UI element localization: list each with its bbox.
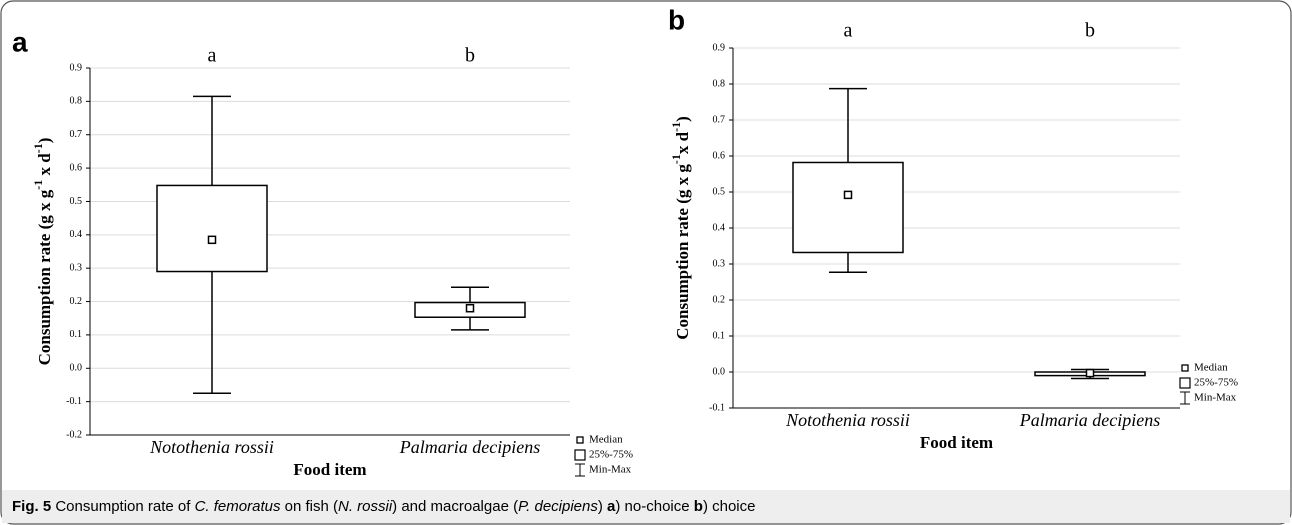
caption-part: on fish (: [280, 498, 338, 515]
y-tick-label: 0.6: [713, 150, 726, 161]
box: [792, 161, 904, 254]
x-tick-label: Notothenia rossii: [785, 410, 910, 430]
group-label: b: [1085, 20, 1095, 42]
panel-label: b: [668, 4, 685, 35]
y-axis-label-part: -1: [669, 122, 683, 132]
legend-median-icon: [576, 436, 584, 444]
y-tick-label: 0.7: [713, 114, 726, 125]
y-axis-label-part: Consumption rate (g x g: [673, 164, 692, 340]
caption-part: b: [694, 498, 703, 515]
legend-label: 25%-75%: [1194, 377, 1238, 389]
y-axis-label: Consumption rate (g x g-1 x d-1): [31, 138, 54, 366]
y-tick-label: 0.1: [70, 329, 83, 340]
caption-part: P. decipiens: [518, 498, 598, 515]
group-label: a: [844, 20, 853, 42]
y-tick-label: 0.4: [713, 222, 726, 233]
x-tick-label: Palmaria decipiens: [1019, 410, 1160, 430]
y-tick-label: -0.1: [709, 402, 725, 413]
legend-box-icon: [1179, 377, 1191, 389]
x-axis-label: Food item: [920, 433, 993, 452]
y-axis-label-part: Consumption rate (g x g: [35, 189, 54, 365]
y-axis-label-part: -1: [31, 143, 45, 153]
legend-label: Median: [589, 434, 623, 446]
y-tick-label: 0.6: [70, 162, 83, 173]
y-tick-label: 0.5: [70, 196, 83, 207]
y-tick-label: 0.8: [70, 96, 83, 107]
legend-label: Min-Max: [1194, 392, 1237, 404]
y-tick-label: 0.8: [713, 78, 726, 89]
y-tick-label: -0.1: [66, 396, 82, 407]
y-tick-label: 0.9: [713, 42, 726, 53]
caption-part: a: [607, 498, 616, 515]
y-tick-label: 0.5: [713, 186, 726, 197]
caption-part: ) choice: [703, 498, 756, 515]
median: [207, 235, 217, 245]
group-label: a: [208, 45, 217, 67]
y-tick-label: 0.3: [713, 258, 726, 269]
y-axis-label-part: -1: [669, 154, 683, 164]
x-axis-label: Food item: [293, 460, 366, 479]
y-tick-label: -0.2: [66, 429, 82, 440]
panel-label: a: [12, 26, 28, 57]
y-tick-label: 0.9: [70, 62, 83, 73]
median: [465, 303, 475, 313]
y-axis-label-part: -1: [31, 180, 45, 190]
y-tick-label: 0.2: [70, 296, 83, 307]
y-axis-label-part: ): [35, 138, 54, 144]
box: [156, 184, 268, 273]
caption-part: C. femoratus: [195, 498, 281, 515]
caption-part: ): [598, 498, 607, 515]
y-axis-label-part: x d: [35, 153, 54, 180]
legend-box-icon: [574, 449, 586, 461]
legend-whisker-icon: [575, 463, 585, 477]
legend-whisker-icon: [1180, 391, 1190, 405]
x-tick-label: Notothenia rossii: [149, 437, 274, 457]
y-tick-label: 0.0: [70, 363, 83, 374]
median: [843, 190, 853, 200]
caption-part: ) and macroalgae (: [392, 498, 518, 515]
y-tick-label: 0.2: [713, 294, 726, 305]
caption-part: ) no-choice: [615, 498, 693, 515]
y-axis-label-part: ): [673, 116, 692, 122]
caption-part: Consumption rate of: [51, 498, 194, 515]
median: [1085, 368, 1095, 378]
x-tick-label: Palmaria decipiens: [399, 437, 540, 457]
caption-label: Fig. 5: [12, 498, 51, 515]
y-tick-label: 0.0: [713, 366, 726, 377]
legend-median-icon: [1181, 364, 1189, 372]
y-axis-label-part: x d: [673, 131, 692, 154]
y-tick-label: 0.3: [70, 262, 83, 273]
legend-label: Min-Max: [589, 464, 632, 476]
legend-label: 25%-75%: [589, 449, 633, 461]
y-tick-label: 0.1: [713, 330, 726, 341]
y-axis-label: Consumption rate (g x g-1x d-1): [669, 116, 692, 340]
y-tick-label: 0.4: [70, 229, 83, 240]
caption-part: N. rossii: [338, 498, 393, 515]
y-tick-label: 0.7: [70, 129, 83, 140]
group-label: b: [465, 45, 475, 67]
caption: Fig. 5 Consumption rate of C. femoratus …: [12, 498, 755, 515]
caption-bar: [2, 490, 1290, 523]
legend-label: Median: [1194, 362, 1228, 374]
